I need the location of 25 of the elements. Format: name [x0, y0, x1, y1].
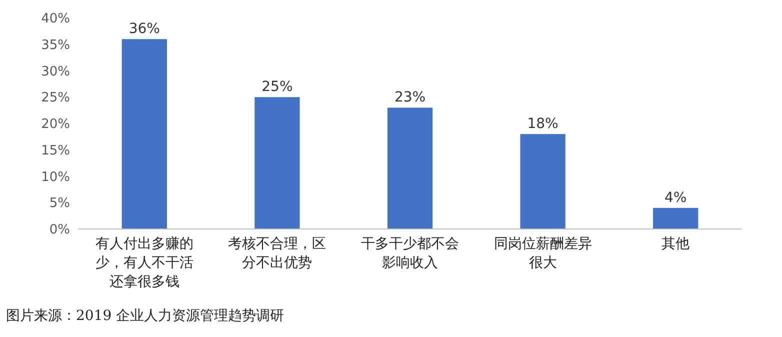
y-tick-label: 10% [41, 170, 70, 185]
bar [122, 39, 167, 229]
text: 图片来源：2019 企业人力资源管理趋势调研 [6, 308, 284, 324]
data-label: 36% [128, 21, 160, 38]
x-tick-label: 同岗位薪酬差异很大 [494, 236, 592, 271]
y-tick-label: 25% [41, 90, 70, 106]
y-tick-label: 0% [49, 222, 70, 238]
x-tick-label: 其他 [662, 236, 690, 252]
y-tick-label: 40% [41, 12, 70, 26]
bar [653, 208, 698, 229]
bar [520, 134, 566, 229]
y-tick-label: 15% [41, 143, 70, 158]
data-label: 23% [394, 90, 426, 106]
data-label: 18% [527, 116, 558, 132]
x-tick-label: 干多干少都不会影响收入 [361, 236, 459, 271]
data-label: 4% [664, 190, 687, 206]
x-tick-label: 考核不合理，区分不出优势 [228, 236, 326, 271]
y-tick-label: 20% [41, 117, 70, 132]
data-label: 25% [262, 79, 293, 96]
bar [254, 97, 300, 229]
bar [387, 108, 433, 229]
y-tick-label: 35% [41, 38, 70, 53]
y-tick-label: 30% [41, 64, 70, 80]
y-tick-label: 5% [49, 196, 70, 212]
x-tick-label: 有人付出多赚的少，有人不干活还拿很多钱 [95, 236, 194, 290]
